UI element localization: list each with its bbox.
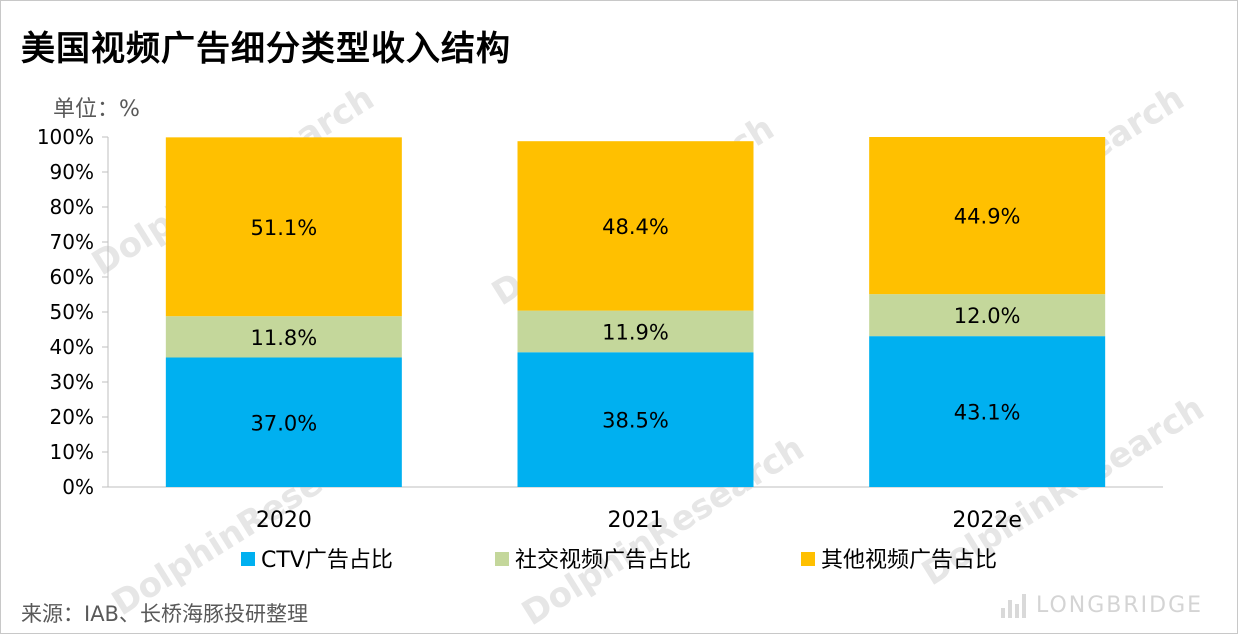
- bar-segment: [869, 137, 1106, 295]
- x-tick-label: 2021: [608, 508, 664, 533]
- legend-swatch: [495, 552, 509, 566]
- data-label: 11.9%: [602, 320, 669, 344]
- bar-segment: [517, 141, 754, 311]
- data-label: 12.0%: [954, 304, 1021, 328]
- chart-title: 美国视频广告细分类型收入结构: [21, 29, 511, 69]
- x-tick-label: 2020: [256, 508, 312, 533]
- brand-logo: LONGBRIDGE: [1001, 593, 1203, 618]
- legend-label: 其他视频广告占比: [821, 548, 997, 573]
- data-label: 48.4%: [602, 215, 669, 239]
- bar-segment: [517, 310, 754, 353]
- bar-segment: [165, 357, 402, 487]
- y-tick-label: 90%: [50, 160, 94, 184]
- bar-segment: [869, 336, 1106, 487]
- legend-swatch: [801, 552, 815, 566]
- legend-label: CTV广告占比: [261, 548, 393, 573]
- y-tick-label: 70%: [50, 230, 94, 254]
- bar-segment: [517, 352, 754, 487]
- brand-name: LONGBRIDGE: [1036, 593, 1204, 618]
- legend-label: 社交视频广告占比: [515, 548, 691, 573]
- y-tick-label: 80%: [50, 195, 94, 219]
- y-tick-label: 30%: [50, 370, 94, 394]
- data-label: 38.5%: [602, 409, 669, 433]
- y-tick-label: 20%: [50, 405, 94, 429]
- data-label: 43.1%: [954, 401, 1021, 425]
- y-tick-label: 60%: [50, 265, 94, 289]
- bar-segment: [165, 316, 402, 358]
- data-label: 37.0%: [250, 411, 317, 435]
- y-tick-label: 50%: [50, 300, 94, 324]
- y-tick-label: 0%: [62, 475, 94, 499]
- y-tick-label: 10%: [50, 440, 94, 464]
- data-label: 44.9%: [954, 205, 1021, 229]
- y-tick-label: 40%: [50, 335, 94, 359]
- data-label: 11.8%: [250, 326, 317, 350]
- data-label: 51.1%: [250, 216, 317, 240]
- source-note: 来源：IAB、长桥海豚投研整理: [21, 602, 308, 626]
- brand-bars-icon: [1001, 594, 1026, 618]
- bar-segment: [869, 294, 1106, 337]
- bar-segment: [165, 137, 402, 317]
- y-tick-label: 100%: [37, 125, 94, 149]
- x-tick-label: 2022e: [952, 508, 1022, 533]
- unit-label: 单位：%: [53, 97, 140, 122]
- legend-swatch: [241, 552, 255, 566]
